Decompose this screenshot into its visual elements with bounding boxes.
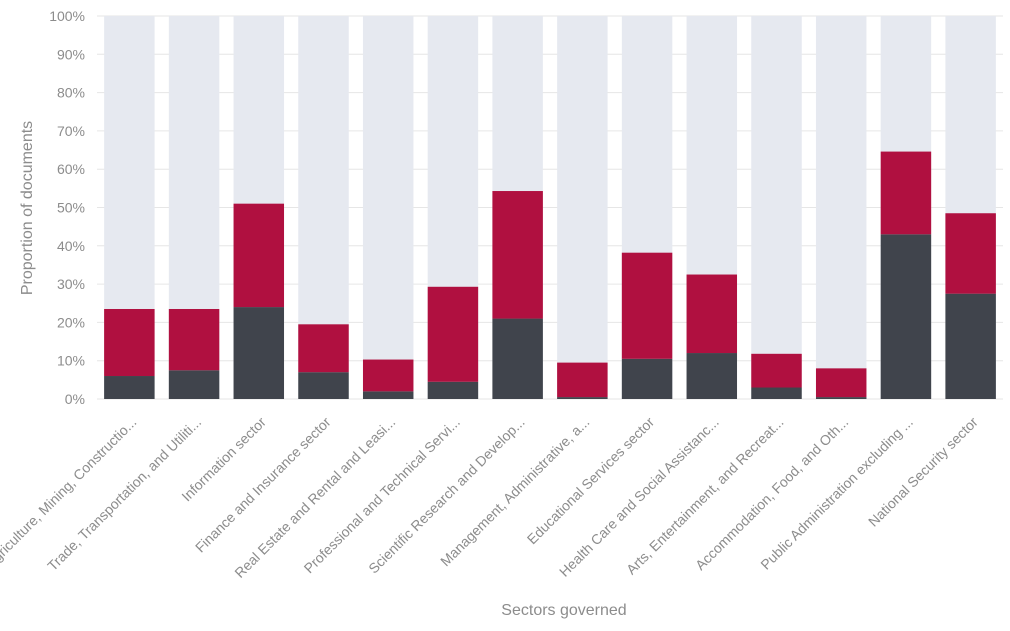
bar-segment[interactable] (362, 391, 414, 399)
bar-segment[interactable] (233, 307, 285, 399)
bar-segment[interactable] (686, 353, 738, 399)
bar-segment[interactable] (104, 376, 155, 399)
bar-segment[interactable] (945, 213, 996, 294)
bar-segment[interactable] (298, 324, 349, 373)
bar-segment[interactable] (233, 203, 285, 308)
y-axis-ticks: 0% 10% 20% 30% 40% 50% 60% 70% 80% 90% 100% (49, 8, 85, 407)
bar-segment[interactable] (298, 372, 349, 399)
bar-segment[interactable] (815, 397, 867, 399)
y-tick-label: 50% (57, 200, 85, 216)
x-tick-label: Finance and Insurance sector (192, 414, 334, 556)
x-tick-label: Educational Services sector (524, 414, 658, 548)
y-tick-label: 70% (57, 123, 85, 139)
bar-segment[interactable] (751, 387, 802, 399)
y-tick-label: 30% (57, 276, 85, 292)
bar-segment[interactable] (686, 274, 738, 354)
bar-background (557, 16, 608, 399)
grid-lines (97, 15, 1003, 400)
bar-background (815, 16, 867, 399)
y-tick-label: 100% (49, 8, 85, 24)
y-tick-label: 80% (57, 85, 85, 101)
bars (104, 16, 996, 399)
y-axis-title: Proportion of documents (19, 121, 36, 295)
bar-segment[interactable] (427, 381, 479, 399)
bar-segment[interactable] (751, 353, 802, 388)
x-axis-ticks: Agriculture, Mining, Constructio...Trade… (0, 414, 981, 581)
bar-segment[interactable] (880, 234, 932, 399)
y-tick-label: 10% (57, 353, 85, 369)
bar-segment[interactable] (492, 318, 543, 399)
bar-segment[interactable] (621, 358, 673, 399)
bar-segment[interactable] (362, 359, 414, 392)
x-axis-title: Sectors governed (501, 602, 626, 619)
bar-segment[interactable] (621, 252, 673, 359)
bar-segment[interactable] (427, 286, 479, 382)
bar-segment[interactable] (815, 368, 867, 398)
bar-background (751, 16, 802, 399)
x-tick-label: National Security sector (865, 414, 981, 530)
y-tick-label: 90% (57, 46, 85, 62)
bar-segment[interactable] (880, 151, 932, 235)
bar-segment[interactable] (557, 362, 608, 398)
y-tick-label: 40% (57, 238, 85, 254)
y-tick-label: 60% (57, 161, 85, 177)
y-tick-label: 0% (65, 391, 85, 407)
bar-segment[interactable] (168, 308, 220, 371)
bar-background (362, 16, 414, 399)
y-tick-label: 20% (57, 314, 85, 330)
bar-segment[interactable] (168, 370, 220, 399)
bar-segment[interactable] (492, 191, 543, 319)
bar-segment[interactable] (557, 397, 608, 399)
bar-segment[interactable] (945, 293, 996, 399)
bar-segment[interactable] (104, 308, 155, 377)
